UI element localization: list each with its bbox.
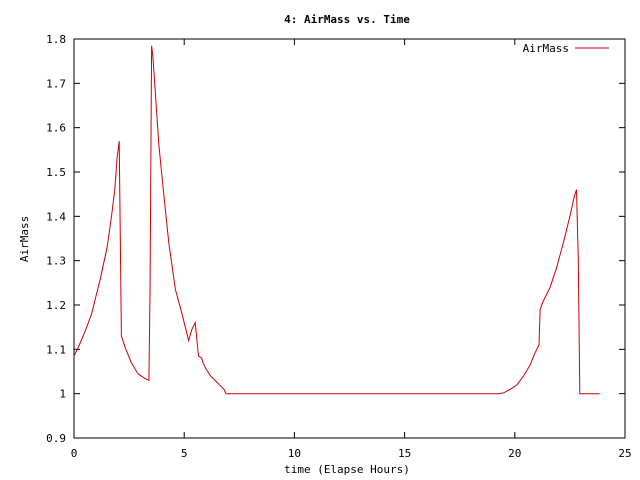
y-tick-label: 1 [59, 388, 66, 401]
x-tick-label: 5 [181, 447, 188, 460]
legend: AirMass [523, 42, 609, 55]
y-axis-label: AirMass [18, 216, 31, 262]
y-tick-label: 1.2 [46, 299, 66, 312]
x-tick-label: 15 [398, 447, 411, 460]
series-layer [73, 45, 600, 395]
y-tick-label: 1.7 [46, 77, 66, 90]
y-tick-label: 1.1 [46, 343, 66, 356]
plot-frame [73, 38, 626, 439]
y-tick-label: 1.3 [46, 255, 66, 268]
x-tick-label: 10 [288, 447, 301, 460]
x-tick-label: 25 [618, 447, 631, 460]
y-tick-label: 1.4 [46, 210, 66, 223]
series-line-airmass [73, 45, 600, 395]
chart-title: 4: AirMass vs. Time [284, 13, 410, 26]
y-tick-label: 1.6 [46, 122, 66, 135]
axis-ticks: 0 5 10 15 20 25 0.9 1 1.1 1.2 1.3 1.4 1.5 1.6 1.7 1.8 [46, 33, 632, 460]
y-tick-label: 0.9 [46, 432, 66, 445]
y-tick-label: 1.5 [46, 166, 66, 179]
x-axis-label: time (Elapse Hours) [284, 463, 410, 476]
x-tick-label: 20 [508, 447, 521, 460]
legend-label-airmass: AirMass [523, 42, 569, 55]
x-tick-label: 0 [71, 447, 78, 460]
y-tick-label: 1.8 [46, 33, 66, 46]
